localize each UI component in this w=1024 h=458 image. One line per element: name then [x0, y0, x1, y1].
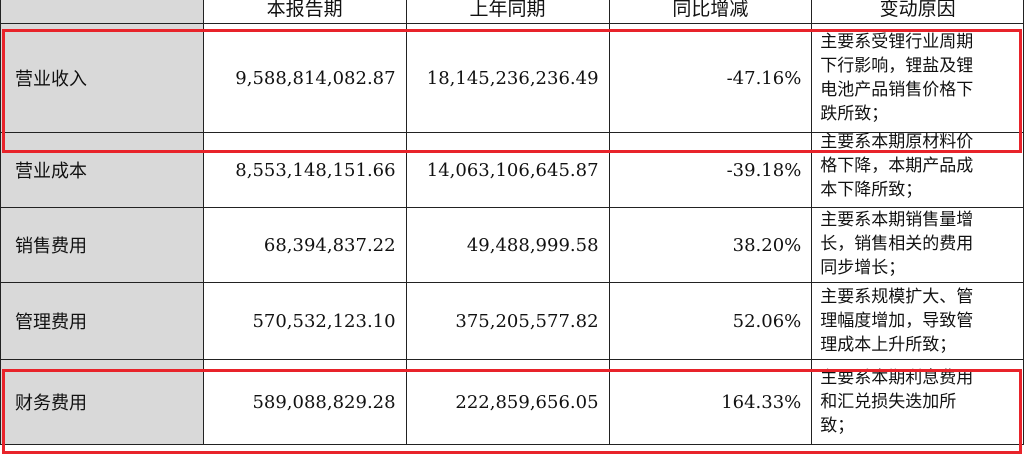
reason-line: 电池产品销售价格下 [820, 80, 974, 100]
reason-line: 长，销售相关的费用 [820, 234, 974, 254]
current-period-value: 9,588,814,082.87 [202, 23, 407, 133]
header-item-cell [0, 0, 204, 24]
table-header-row: 本报告期 上年同期 同比增减 变动原因 [0, 0, 1024, 24]
change-reason-cell: 主要系受锂行业周期 下行影响，锂盐及锂 电池产品销售价格下 跌所致； [811, 23, 1024, 133]
yoy-change-value: 52.06% [608, 282, 813, 360]
table-row: 财务费用 589,088,829.28 222,859,656.05 164.3… [0, 359, 1024, 445]
reason-line: 跌所致； [820, 104, 889, 124]
current-period-value: 589,088,829.28 [202, 359, 407, 445]
change-reason-cell: 主要系本期原材料价 格下降，本期产品成 本下降所致； [811, 132, 1024, 208]
current-period-value: 8,553,148,151.66 [202, 132, 407, 208]
table-row: 营业成本 8,553,148,151.66 14,063,106,645.87 … [0, 132, 1024, 208]
change-reason-cell: 主要系本期利息费用 和汇兑损失迭加所 致； [811, 359, 1024, 445]
reason-line: 本下降所致； [820, 180, 923, 200]
table-row: 销售费用 68,394,837.22 49,488,999.58 38.20% … [0, 207, 1024, 283]
yoy-change-value: -47.16% [608, 23, 813, 133]
row-item-label: 营业收入 [0, 23, 204, 133]
reason-line: 主要系规模扩大、管 [820, 287, 974, 307]
yoy-change-value: 38.20% [608, 207, 813, 283]
reason-line: 主要系本期利息费用 [820, 368, 974, 388]
yoy-change-value: 164.33% [608, 359, 813, 445]
reason-line: 致； [820, 416, 855, 436]
prior-year-value: 375,205,577.82 [405, 282, 610, 360]
row-item-label: 销售费用 [0, 207, 204, 283]
reason-line: 主要系本期原材料价 [820, 132, 974, 152]
prior-year-value: 14,063,106,645.87 [405, 132, 610, 208]
header-yoy-change: 同比增减 [608, 0, 813, 24]
prior-year-value: 49,488,999.58 [405, 207, 610, 283]
change-reason-cell: 主要系本期销售量增 长，销售相关的费用 同步增长； [811, 207, 1024, 283]
prior-year-value: 18,145,236,236.49 [405, 23, 610, 133]
header-current-period: 本报告期 [202, 0, 407, 24]
income-statement-changes-table: 本报告期 上年同期 同比增减 变动原因 营业收入 9,588,814,082.8… [0, 0, 1024, 445]
reason-line: 理成本上升所致； [820, 335, 957, 355]
reason-line: 主要系本期销售量增 [820, 210, 974, 230]
change-reason-cell: 主要系规模扩大、管 理幅度增加，导致管 理成本上升所致； [811, 282, 1024, 360]
reason-line: 主要系受锂行业周期 [820, 32, 974, 52]
row-item-label: 营业成本 [0, 132, 204, 208]
reason-line: 和汇兑损失迭加所 [820, 392, 957, 412]
reason-line: 理幅度增加，导致管 [820, 311, 974, 331]
header-change-reason: 变动原因 [811, 0, 1024, 24]
row-item-label: 管理费用 [0, 282, 204, 360]
current-period-value: 68,394,837.22 [202, 207, 407, 283]
yoy-change-value: -39.18% [608, 132, 813, 208]
row-item-label: 财务费用 [0, 359, 204, 445]
prior-year-value: 222,859,656.05 [405, 359, 610, 445]
table-row: 营业收入 9,588,814,082.87 18,145,236,236.49 … [0, 23, 1024, 133]
header-prior-year-period: 上年同期 [405, 0, 610, 24]
table-row: 管理费用 570,532,123.10 375,205,577.82 52.06… [0, 282, 1024, 360]
reason-line: 同步增长； [820, 258, 906, 278]
financial-table-viewport: 本报告期 上年同期 同比增减 变动原因 营业收入 9,588,814,082.8… [0, 0, 1024, 445]
reason-line: 下行影响，锂盐及锂 [820, 56, 974, 76]
current-period-value: 570,532,123.10 [202, 282, 407, 360]
reason-line: 格下降，本期产品成 [820, 156, 974, 176]
